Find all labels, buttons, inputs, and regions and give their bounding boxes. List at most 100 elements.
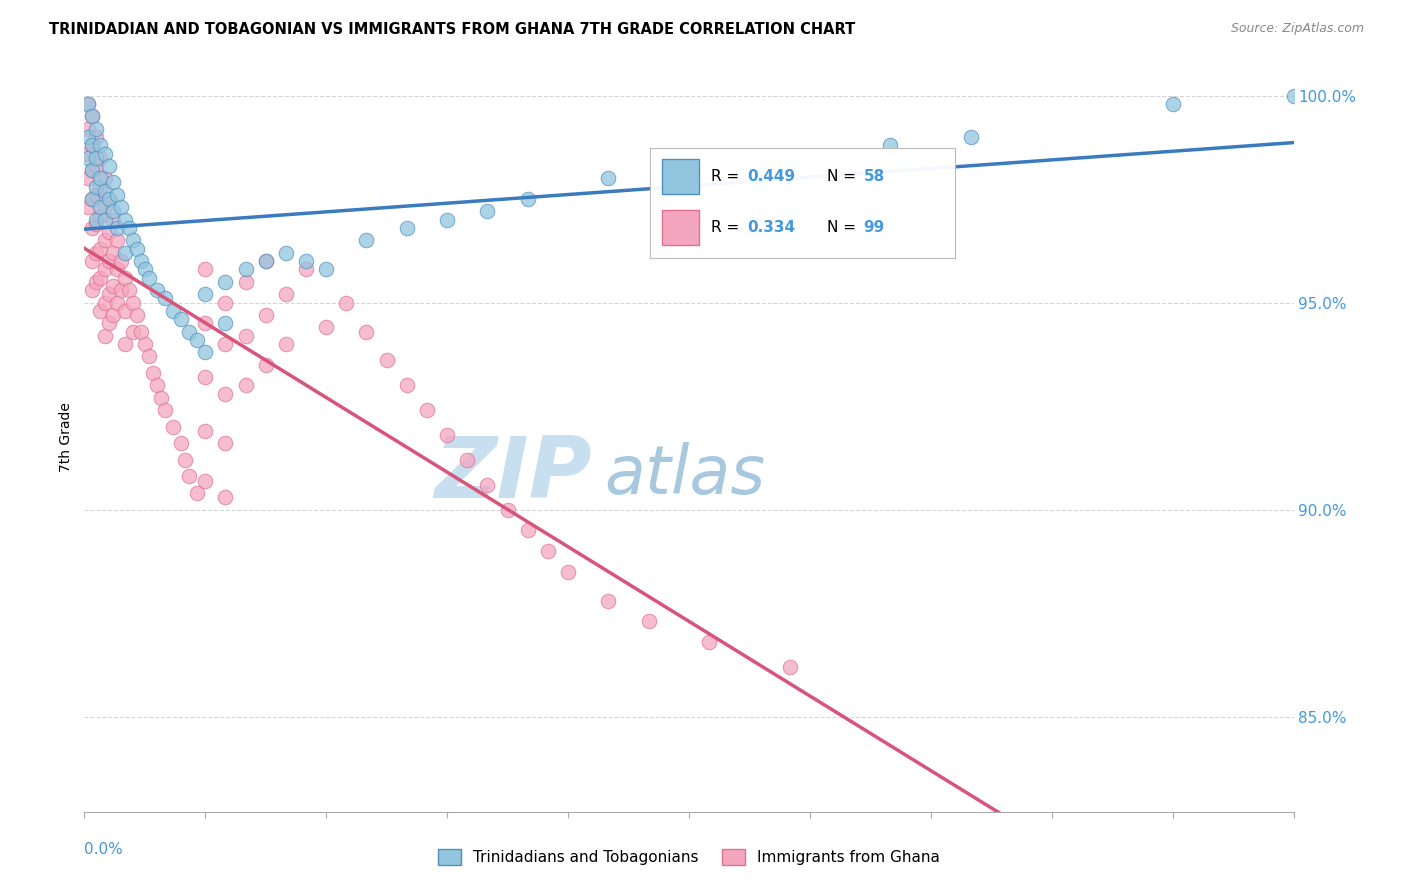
- Point: [214, 436, 236, 450]
- Point: [598, 593, 620, 607]
- Point: [214, 275, 236, 289]
- Point: [86, 179, 108, 194]
- Point: [86, 121, 108, 136]
- Point: [77, 200, 100, 214]
- Point: [194, 345, 217, 359]
- Point: [86, 217, 108, 231]
- Point: [86, 275, 108, 289]
- Point: [82, 138, 104, 153]
- Text: atlas: atlas: [605, 442, 765, 508]
- Point: [110, 283, 132, 297]
- Point: [97, 159, 120, 173]
- Point: [82, 283, 104, 297]
- Point: [77, 96, 100, 111]
- Point: [214, 316, 236, 330]
- Point: [456, 453, 478, 467]
- Point: [194, 316, 217, 330]
- Point: [105, 234, 128, 248]
- Point: [93, 171, 115, 186]
- Point: [89, 242, 111, 256]
- Point: [496, 502, 519, 516]
- Point: [89, 171, 111, 186]
- Point: [118, 221, 141, 235]
- Point: [235, 378, 257, 392]
- Point: [89, 151, 111, 165]
- Point: [86, 245, 108, 260]
- Point: [93, 200, 115, 214]
- Point: [516, 192, 538, 206]
- Text: N =: N =: [827, 219, 860, 235]
- Point: [114, 303, 136, 318]
- Point: [274, 337, 297, 351]
- Point: [375, 353, 398, 368]
- Point: [125, 242, 148, 256]
- Point: [118, 283, 141, 297]
- Point: [356, 325, 378, 339]
- Point: [960, 130, 983, 145]
- Point: [97, 225, 120, 239]
- Point: [1161, 96, 1184, 111]
- Point: [121, 295, 143, 310]
- Point: [82, 192, 104, 206]
- Point: [395, 221, 418, 235]
- Point: [82, 109, 104, 123]
- Point: [146, 378, 169, 392]
- Point: [254, 254, 277, 268]
- Text: R =: R =: [711, 169, 744, 185]
- Point: [335, 295, 357, 310]
- Text: 0.334: 0.334: [748, 219, 796, 235]
- Point: [356, 234, 378, 248]
- Point: [315, 262, 337, 277]
- Point: [93, 234, 115, 248]
- Point: [162, 303, 184, 318]
- Point: [295, 262, 318, 277]
- Text: 58: 58: [863, 169, 884, 185]
- Point: [77, 96, 100, 111]
- Point: [77, 130, 100, 145]
- Point: [214, 295, 236, 310]
- Point: [254, 358, 277, 372]
- Point: [149, 391, 172, 405]
- Point: [86, 130, 108, 145]
- Point: [186, 333, 208, 347]
- Point: [214, 337, 236, 351]
- Point: [101, 204, 124, 219]
- Point: [174, 453, 197, 467]
- Point: [134, 262, 156, 277]
- Point: [89, 200, 111, 214]
- FancyBboxPatch shape: [662, 210, 699, 245]
- Point: [114, 270, 136, 285]
- Point: [97, 316, 120, 330]
- Point: [254, 308, 277, 322]
- Point: [97, 192, 120, 206]
- Point: [598, 171, 620, 186]
- Point: [162, 419, 184, 434]
- Point: [82, 109, 104, 123]
- Point: [129, 254, 152, 268]
- Point: [254, 254, 277, 268]
- Point: [416, 403, 439, 417]
- Point: [1282, 88, 1305, 103]
- Point: [121, 325, 143, 339]
- Point: [395, 378, 418, 392]
- Point: [105, 188, 128, 202]
- Point: [101, 176, 124, 190]
- Point: [114, 212, 136, 227]
- Point: [89, 209, 111, 223]
- Point: [86, 151, 108, 165]
- Point: [101, 279, 124, 293]
- Text: TRINIDADIAN AND TOBAGONIAN VS IMMIGRANTS FROM GHANA 7TH GRADE CORRELATION CHART: TRINIDADIAN AND TOBAGONIAN VS IMMIGRANTS…: [49, 22, 855, 37]
- Point: [89, 179, 111, 194]
- Text: ZIP: ZIP: [434, 433, 592, 516]
- Point: [142, 366, 165, 380]
- Point: [274, 245, 297, 260]
- Point: [194, 370, 217, 384]
- Point: [170, 312, 193, 326]
- Point: [129, 325, 152, 339]
- Point: [97, 192, 120, 206]
- Point: [436, 212, 458, 227]
- Y-axis label: 7th Grade: 7th Grade: [59, 402, 73, 472]
- Text: 0.0%: 0.0%: [84, 842, 124, 856]
- Point: [101, 308, 124, 322]
- Legend: Trinidadians and Tobagonians, Immigrants from Ghana: Trinidadians and Tobagonians, Immigrants…: [432, 843, 946, 871]
